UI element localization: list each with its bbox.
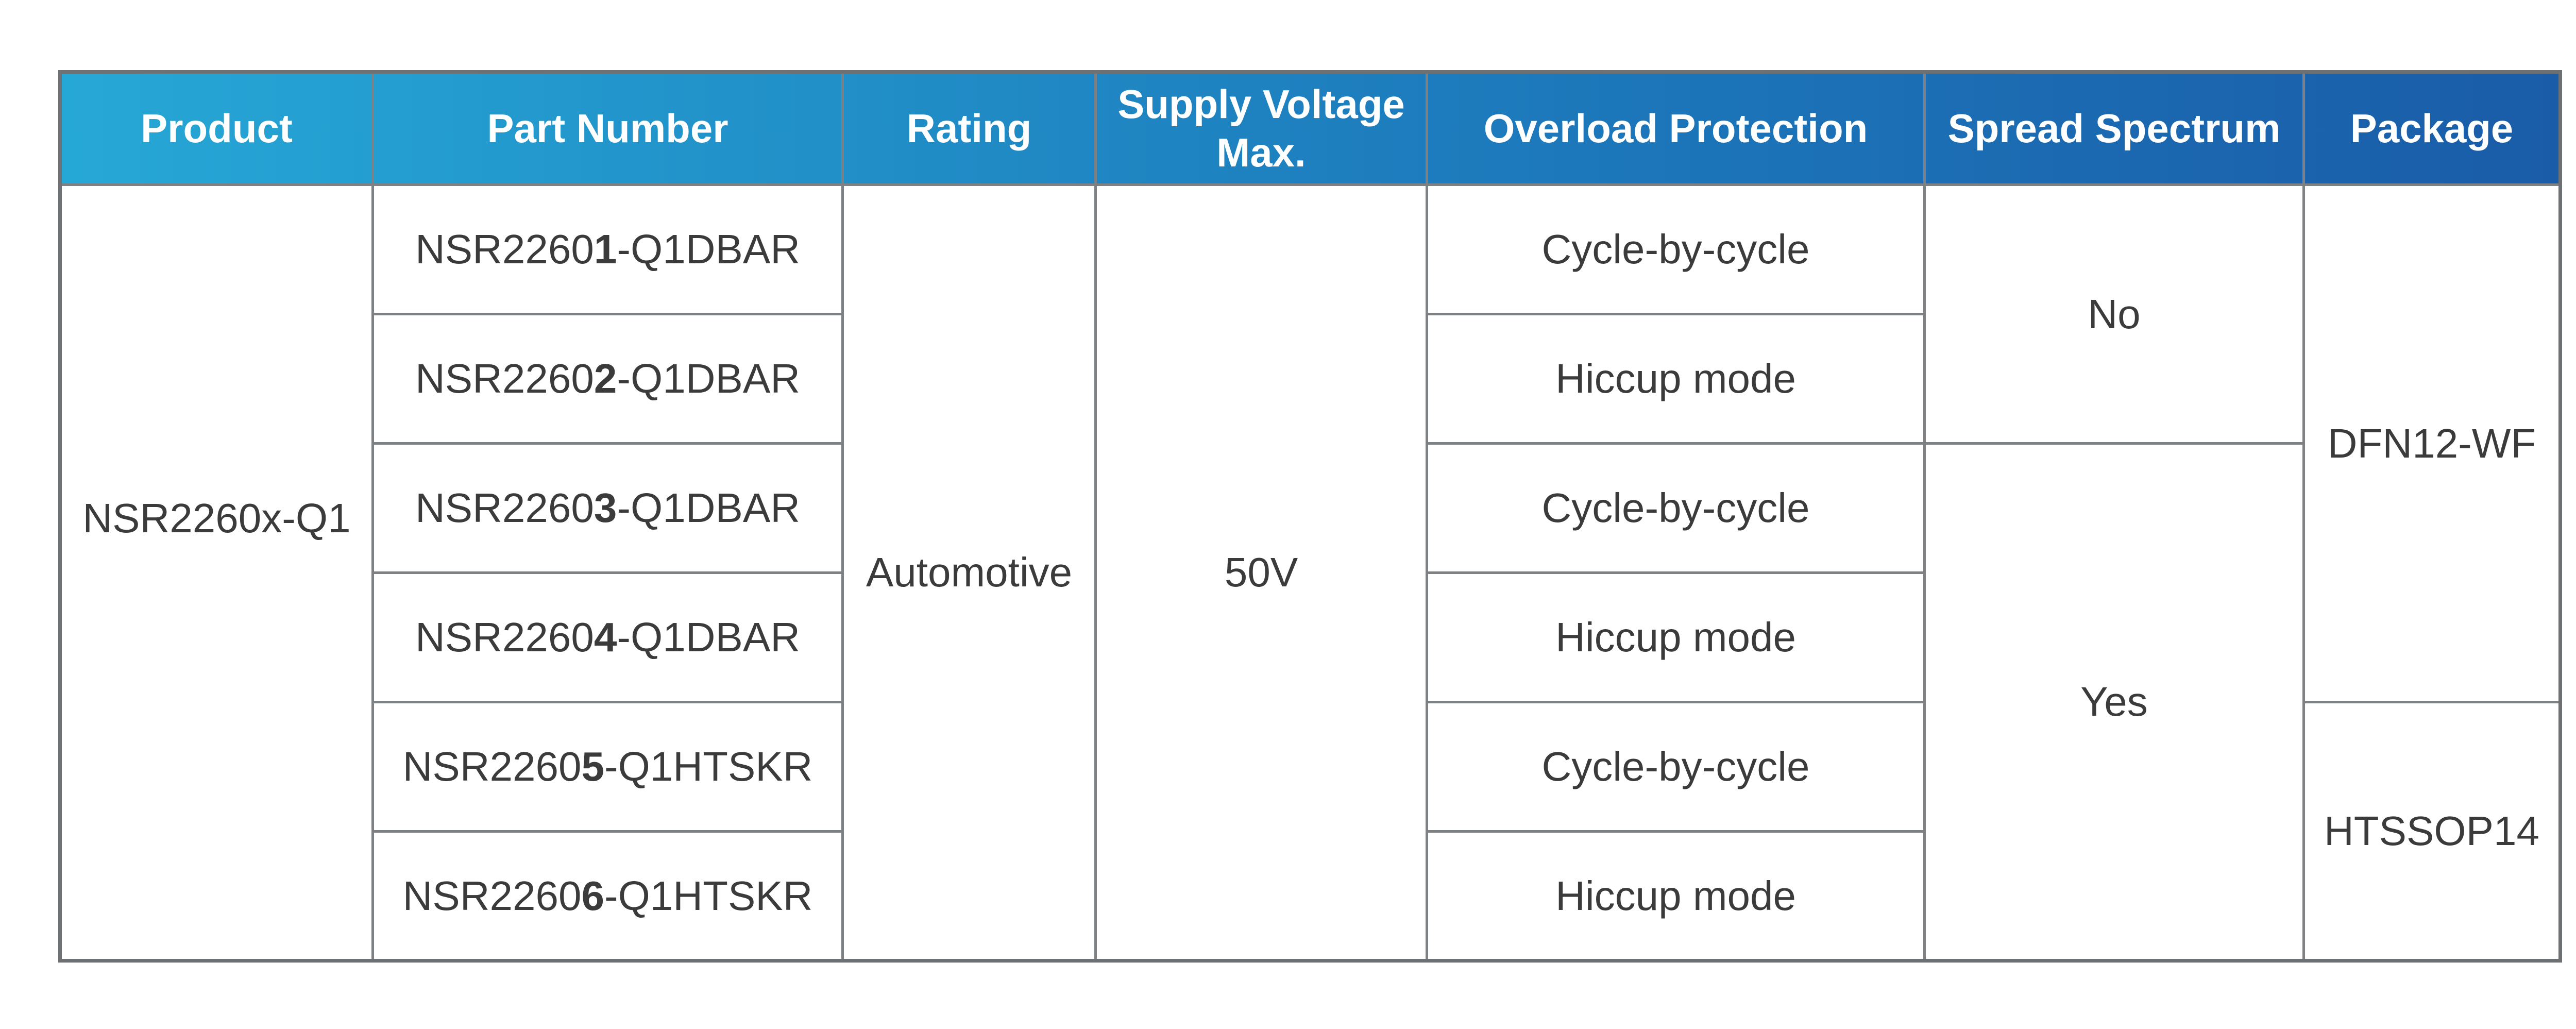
part-number-variant: 1 xyxy=(594,226,617,272)
part-number-cell: NSR22601-Q1DBAR xyxy=(371,183,844,315)
header-row: Product Part Number Rating Supply Voltag… xyxy=(59,71,2562,186)
part-number-suffix: -Q1DBAR xyxy=(617,485,800,531)
col-header-package: Package xyxy=(2302,71,2562,186)
col-header-spread-spectrum: Spread Spectrum xyxy=(1923,71,2305,186)
part-number-variant: 2 xyxy=(594,356,617,401)
spread-spectrum-cell-yes: Yes xyxy=(1923,442,2305,962)
part-number-suffix: -Q1HTSKR xyxy=(604,872,813,919)
package-cell-dfn12: DFN12-WF xyxy=(2302,183,2562,703)
overload-protection-cell: Hiccup mode xyxy=(1426,571,1926,703)
part-number-cell: NSR22606-Q1HTSKR xyxy=(371,830,844,962)
part-number-variant: 5 xyxy=(581,744,604,789)
table-row: NSR2260x-Q1 NSR22601-Q1DBAR Automotive 5… xyxy=(59,183,2562,962)
part-number-prefix: NSR2260 xyxy=(415,485,594,531)
part-number-prefix: NSR2260 xyxy=(402,872,582,919)
col-header-part-number: Part Number xyxy=(371,71,844,186)
part-number-cell: NSR22602-Q1DBAR xyxy=(371,313,844,445)
part-number-prefix: NSR2260 xyxy=(415,614,594,660)
overload-protection-cell: Hiccup mode xyxy=(1426,830,1926,962)
overload-protection-cell: Cycle-by-cycle xyxy=(1426,701,1926,833)
part-number-cell: NSR22604-Q1DBAR xyxy=(371,571,844,703)
rating-cell: Automotive xyxy=(841,183,1097,962)
package-cell-htssop14: HTSSOP14 xyxy=(2302,701,2562,962)
product-cell: NSR2260x-Q1 xyxy=(59,183,374,962)
part-number-suffix: -Q1DBAR xyxy=(617,226,800,272)
part-number-prefix: NSR2260 xyxy=(415,226,594,272)
part-number-suffix: -Q1DBAR xyxy=(617,614,800,660)
overload-protection-cell: Cycle-by-cycle xyxy=(1426,442,1926,574)
part-number-variant: 4 xyxy=(594,614,617,660)
col-header-rating: Rating xyxy=(841,71,1097,186)
product-label: NSR2260x-Q1 xyxy=(82,495,351,541)
part-number-variant: 3 xyxy=(594,485,617,531)
col-header-overload-protection: Overload Protection xyxy=(1426,71,1926,186)
supply-voltage-cell: 50V xyxy=(1094,183,1428,962)
col-header-supply-voltage-max: Supply Voltage Max. xyxy=(1094,71,1428,186)
spread-spectrum-cell-no: No xyxy=(1923,183,2305,445)
col-header-product: Product xyxy=(59,71,374,186)
part-number-variant: 6 xyxy=(581,872,604,919)
part-number-prefix: NSR2260 xyxy=(402,744,582,789)
product-spec-table: Product Part Number Rating Supply Voltag… xyxy=(58,70,2562,963)
part-number-suffix: -Q1HTSKR xyxy=(604,744,813,789)
part-number-suffix: -Q1DBAR xyxy=(617,356,800,401)
overload-protection-cell: Hiccup mode xyxy=(1426,313,1926,445)
part-number-prefix: NSR2260 xyxy=(415,356,594,401)
overload-protection-cell: Cycle-by-cycle xyxy=(1426,183,1926,315)
part-number-cell: NSR22605-Q1HTSKR xyxy=(371,701,844,833)
part-number-cell: NSR22603-Q1DBAR xyxy=(371,442,844,574)
